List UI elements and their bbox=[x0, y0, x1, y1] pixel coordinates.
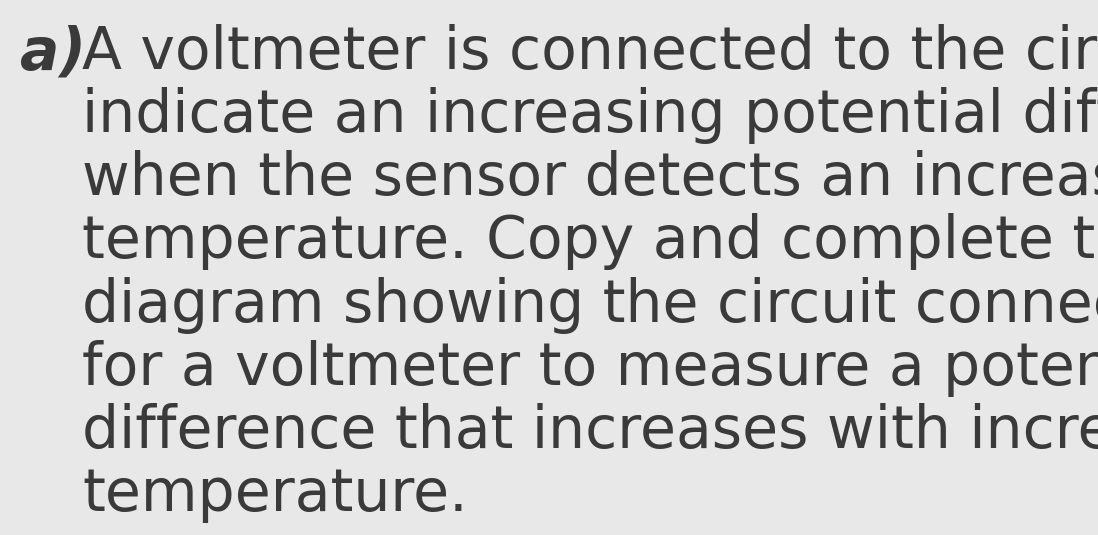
Text: diagram showing the circuit connections: diagram showing the circuit connections bbox=[82, 277, 1098, 334]
Text: temperature.: temperature. bbox=[82, 466, 468, 523]
Text: for a voltmeter to measure a potential: for a voltmeter to measure a potential bbox=[82, 340, 1098, 397]
Text: a): a) bbox=[20, 24, 86, 81]
Text: difference that increases with increasing: difference that increases with increasin… bbox=[82, 403, 1098, 460]
Text: when the sensor detects an increasing: when the sensor detects an increasing bbox=[82, 150, 1098, 208]
Text: indicate an increasing potential difference: indicate an increasing potential differe… bbox=[82, 87, 1098, 144]
Text: temperature. Copy and complete the: temperature. Copy and complete the bbox=[82, 213, 1098, 271]
Text: A voltmeter is connected to the circuit to: A voltmeter is connected to the circuit … bbox=[82, 24, 1098, 81]
